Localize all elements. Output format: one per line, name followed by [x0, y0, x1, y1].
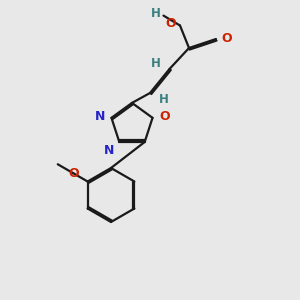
Text: H: H: [151, 57, 160, 70]
Text: N: N: [103, 144, 114, 158]
Text: O: O: [68, 167, 79, 180]
Text: O: O: [165, 16, 175, 30]
Text: O: O: [221, 32, 232, 45]
Text: O: O: [159, 110, 170, 123]
Text: H: H: [159, 93, 169, 106]
Text: H: H: [151, 7, 160, 20]
Text: N: N: [94, 110, 105, 123]
